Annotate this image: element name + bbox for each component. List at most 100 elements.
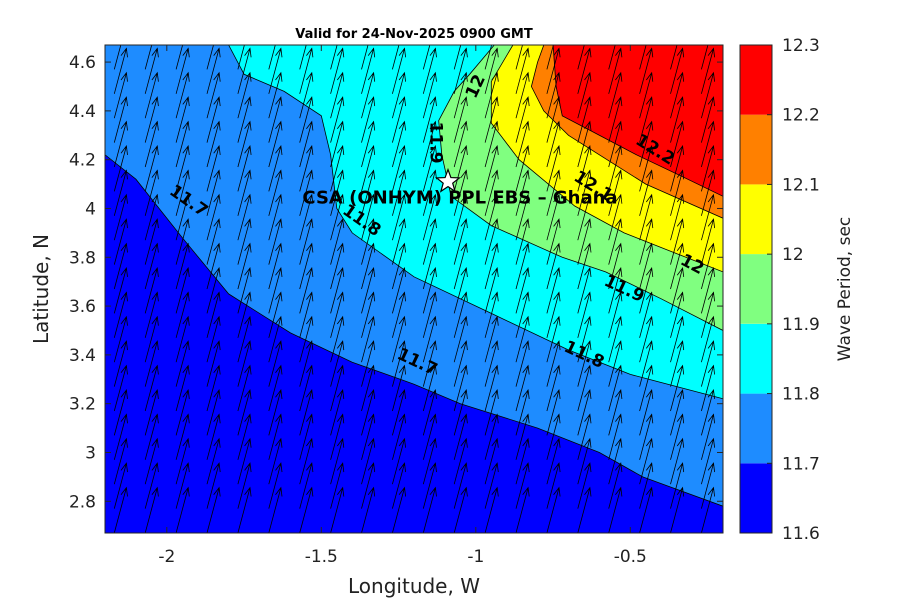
vector-arrow [639, 413, 654, 460]
vector-arrow [330, 364, 345, 412]
vector-arrow [484, 462, 499, 509]
vector-arrow [330, 486, 345, 533]
vector-arrow [670, 462, 685, 509]
vector-arrow [113, 364, 128, 412]
vector-arrow [639, 462, 654, 509]
vector-arrow [515, 437, 530, 485]
contour-line-11-7 [105, 154, 723, 507]
vector-arrow [546, 340, 561, 387]
vector-arrow [422, 462, 437, 509]
vector-arrow [299, 291, 314, 338]
vector-arrow [206, 388, 221, 436]
vector-arrow [515, 340, 530, 387]
vector-arrow [144, 218, 159, 265]
vector-arrow [330, 169, 345, 216]
vector-arrow [392, 144, 406, 192]
vector-arrow [361, 413, 376, 460]
vector-arrow [515, 45, 523, 70]
vector-arrow [422, 47, 437, 94]
vector-arrow [701, 218, 715, 265]
vector-arrow [361, 169, 376, 216]
vector-arrow [639, 266, 654, 314]
vector-arrow [701, 413, 715, 460]
vector-arrow [608, 120, 623, 168]
x-tick-label: -1 [467, 547, 484, 567]
vector-arrow [268, 486, 283, 533]
vector-arrow [484, 437, 499, 485]
vector-arrow [701, 120, 715, 168]
vector-arrow [515, 364, 530, 412]
vector-arrow [515, 169, 530, 216]
vector-arrow [670, 96, 685, 143]
vector-arrow [670, 47, 685, 94]
vector-arrow [361, 315, 376, 363]
vector-arrow [392, 71, 406, 119]
vector-arrow [330, 45, 338, 70]
vector-arrow [515, 486, 530, 533]
colorbar-band-0 [740, 463, 772, 533]
vector-arrow [113, 340, 128, 387]
vector-arrow [206, 120, 221, 168]
vector-arrow [515, 413, 530, 460]
vector-arrow [175, 71, 190, 119]
vector-arrow [577, 291, 592, 338]
vector-arrow [422, 340, 437, 387]
vector-arrow [453, 242, 468, 290]
vector-arrow [453, 47, 468, 94]
vector-arrow [268, 242, 283, 290]
site-marker-group: CSA (ONHYM) PPL EBS – Ghana [302, 167, 618, 209]
vector-arrow [422, 291, 437, 338]
contour-line-11-8 [228, 45, 723, 400]
vector-arrow [422, 437, 437, 485]
vector-arrow [577, 388, 592, 436]
vector-arrow [299, 144, 314, 192]
vector-arrow [577, 413, 592, 460]
vector-arrow [206, 193, 221, 241]
vector-arrow [484, 340, 499, 387]
colorbar-band-6 [740, 45, 772, 115]
vector-arrow [206, 144, 221, 192]
vector-arrow [608, 291, 623, 338]
vector-arrow [144, 291, 159, 338]
vector-arrow [175, 169, 190, 216]
vector-arrow [206, 45, 214, 70]
vector-arrow [577, 242, 592, 290]
vector-arrow [670, 340, 685, 387]
vector-arrow [639, 340, 654, 387]
vector-arrow [330, 388, 345, 436]
vector-arrow [546, 291, 561, 338]
vector-arrow [577, 218, 592, 265]
vector-arrow [639, 218, 654, 265]
vector-arrow [113, 266, 128, 314]
vector-arrow [670, 437, 685, 485]
vector-arrow [484, 364, 499, 412]
vector-arrow [577, 340, 592, 387]
vector-arrow [113, 71, 128, 119]
vector-arrow [113, 388, 128, 436]
vector-arrow [268, 413, 283, 460]
vector-arrow [361, 45, 369, 70]
y-tick-label: 4 [85, 199, 96, 219]
vector-arrow [639, 47, 654, 94]
vector-arrow [701, 315, 715, 363]
vector-arrow [484, 291, 499, 338]
vector-arrow [608, 462, 623, 509]
vector-arrow [361, 291, 376, 338]
vector-arrow [701, 96, 715, 143]
site-star-icon [434, 167, 462, 193]
vector-arrow [206, 437, 221, 485]
vector-arrow [515, 47, 530, 94]
vector-arrow [453, 218, 468, 265]
y-axis-label: Latitude, N [29, 234, 53, 344]
vector-arrow [392, 315, 406, 363]
x-tick-label: -0.5 [614, 547, 647, 567]
vector-arrow [144, 413, 159, 460]
vector-arrow [361, 340, 376, 387]
vector-arrow [484, 169, 499, 216]
vector-arrow [206, 47, 221, 94]
vector-arrow [361, 218, 376, 265]
vector-arrow [484, 315, 499, 363]
vector-arrow [453, 315, 468, 363]
vector-arrow [639, 388, 654, 436]
